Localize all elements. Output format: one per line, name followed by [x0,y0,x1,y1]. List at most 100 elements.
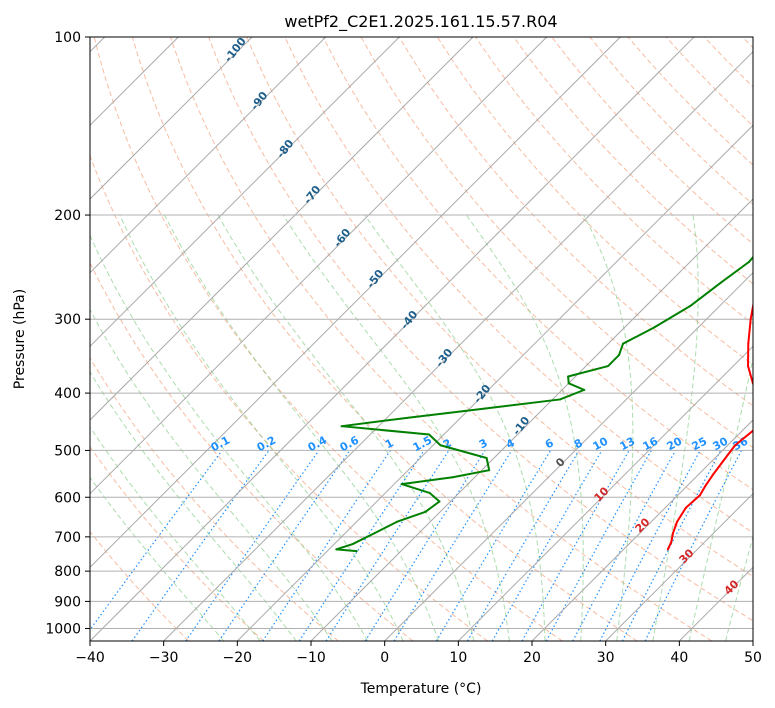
sounding-profile-point [340,425,343,428]
x-tick-label: 0 [380,650,389,666]
isotherm-line [90,37,327,274]
isotherm-line [531,419,753,641]
x-tick-label: −40 [75,650,105,666]
sounding-profile-point [670,541,673,544]
sounding-profile-point [704,485,707,488]
isobar-grid [90,37,753,629]
sounding-profile-point [748,260,751,263]
x-tick-label: 20 [523,650,541,666]
sounding-profile-point [618,354,620,357]
mixing-ratio-label: 25 [690,435,710,454]
y-tick-label: 500 [54,443,81,459]
sounding-profile-point [335,548,338,551]
sounding-profile-point [711,473,714,476]
sounding-profile-point [439,444,442,447]
dry-adiabat-line [131,37,638,641]
x-tick-label: 50 [744,650,762,666]
y-tick-label: 1000 [45,621,81,637]
mixing-ratio-label: 10 [591,434,611,453]
dry-adiabat-line [90,357,339,641]
sounding-profile-point [424,510,427,513]
dry-adiabat-line [90,261,414,641]
mixing-ratio-line [325,450,450,641]
isotherm-line [310,198,753,641]
mixing-ratio-line [466,450,580,641]
sounding-profile-point [652,326,655,329]
mixing-ratio-label: 30 [711,434,731,453]
sounding-profile-line [335,255,753,553]
moist-adiabat-line [119,214,404,641]
sounding-profile-point [355,550,358,553]
sounding-profile-point [622,342,625,345]
moist-adiabat-line [583,214,634,641]
y-tick-label: 600 [54,490,81,506]
sounding-profile-point [373,532,376,535]
moist-adiabat-line [90,476,225,641]
isotherm-line [90,37,621,569]
mixing-ratio-line [393,450,513,641]
mixing-ratio-label: 20 [665,434,685,453]
sounding-profile-point [749,318,752,321]
sounding-profile-point [583,388,586,391]
dry-adiabat-line [246,37,753,577]
y-axis-ticks: 100 200 300 400 500 600 700 800 900 1000 [45,30,90,637]
x-tick-label: 40 [670,650,688,666]
isotherm-line [90,37,400,348]
mixing-ratio-label: 13 [618,435,638,454]
sounding-profile-point [483,407,486,410]
isotherm-line [90,37,253,200]
mixing-ratio-label: 16 [641,434,661,453]
mixing-ratio-line [491,450,603,641]
mixing-ratio-line [131,450,270,641]
plot-frame [89,36,754,642]
sounding-profile-point [720,281,723,284]
moist-adiabat-line [688,356,753,641]
x-axis-ticks: −40 −30 −20 −10 0 10 20 30 40 50 [75,641,762,666]
mixing-ratio-line [521,450,630,641]
sounding-profile-point [396,520,399,523]
sounding-profile-point [747,342,750,345]
sounding-profile-point [684,506,687,509]
y-tick-label: 200 [54,208,81,224]
moist-adiabats [90,214,753,641]
sounding-profile-line [666,300,753,550]
sounding-profile-point [567,375,570,378]
x-tick-label: −10 [296,650,326,666]
sounding-profile-point [451,476,454,479]
y-tick-label: 700 [54,530,81,546]
sounding-profile-point [488,469,491,472]
sounding-profile-point [428,433,431,436]
isotherm-line [457,345,753,641]
isotherms [90,37,753,641]
moist-adiabat-line [90,371,297,641]
y-tick-label: 800 [54,564,81,580]
plot-area: -100-90-80-70-60-50-40-30-20-10010203040… [90,37,753,641]
y-tick-label: 900 [54,594,81,610]
dry-adiabat-line [93,37,563,641]
sounding-profile-point [676,520,679,523]
y-tick-label: 100 [54,30,81,46]
y-axis-label: Pressure (hPa) [12,289,28,389]
sounding-profile-point [672,532,674,535]
chart-title: wetPf2_C2E1.2025.161.15.57.R04 [284,12,557,32]
x-tick-label: −30 [149,650,179,666]
moist-adiabat-line [465,214,584,641]
sounding-profile-point [607,365,610,368]
sounding-profile-point [747,365,750,368]
sounding-profile-point [734,444,737,447]
isotherm-line [90,37,474,421]
moist-adiabat-line [90,234,369,641]
dry-adiabat-line [284,37,753,534]
mixing-ratio-label: 36 [731,434,751,453]
mixing-ratio-line [435,450,552,641]
sounding-profile-point [351,543,354,546]
dry-adiabat-line [208,37,753,622]
y-tick-label: 400 [54,386,81,402]
dry-adiabat-line [398,37,753,407]
dry-adiabats [90,37,753,641]
sounding-profile-point [689,305,692,308]
sounding-profile-point [567,382,570,385]
moist-adiabat-line [90,426,261,641]
moist-adiabat-line [164,214,439,641]
